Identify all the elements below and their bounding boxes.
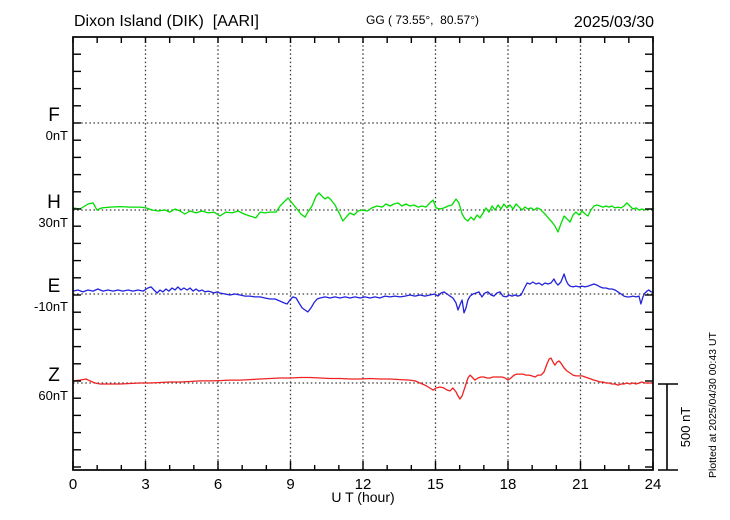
gridlines <box>144 37 582 470</box>
x-tick-label: 18 <box>500 476 517 493</box>
x-tick-label: 24 <box>645 476 662 493</box>
station-title: Dixon Island (DIK) [AARI] <box>74 13 259 30</box>
x-tick-label: 0 <box>69 476 77 493</box>
scale-bar: 500 nT <box>658 383 693 471</box>
component-letter-F: F <box>48 105 60 126</box>
scale-bar-label: 500 nT <box>678 407 693 448</box>
trace-E <box>72 273 654 314</box>
plot-border <box>72 36 654 471</box>
baseline-dotted-lines <box>73 122 653 384</box>
x-tick-label: 3 <box>141 476 149 493</box>
component-letter-Z: Z <box>48 365 60 386</box>
x-tick-label: 6 <box>214 476 222 493</box>
component-letter-H: H <box>47 192 61 213</box>
geographic-coordinates: GG ( 73.55°, 80.57°) <box>366 13 479 27</box>
x-tick-labels: 0 3 6 9 12 15 18 21 24 <box>69 476 662 493</box>
baseline-value-E: -10nT <box>34 299 68 314</box>
plot-date: 2025/03/30 <box>574 14 654 31</box>
component-letter-E: E <box>48 276 61 297</box>
component-traces <box>72 192 654 400</box>
baseline-value-Z: 60nT <box>38 388 68 403</box>
trace-H <box>72 192 654 233</box>
x-tick-label: 21 <box>572 476 589 493</box>
component-labels: F 0nT H 30nT E -10nT Z 60nT <box>34 105 68 403</box>
baseline-value-H: 30nT <box>38 215 68 230</box>
x-tick-label: 15 <box>427 476 444 493</box>
x-axis-label: U T (hour) <box>331 489 394 505</box>
baseline-value-F: 0nT <box>46 128 68 143</box>
x-tick-label: 9 <box>286 476 294 493</box>
axis-ticks <box>72 37 654 470</box>
plot-timestamp: Plotted at 2025/04/30 00:43 UT <box>707 331 719 478</box>
trace-Z <box>72 357 654 400</box>
x-tick-label: 12 <box>355 476 372 493</box>
